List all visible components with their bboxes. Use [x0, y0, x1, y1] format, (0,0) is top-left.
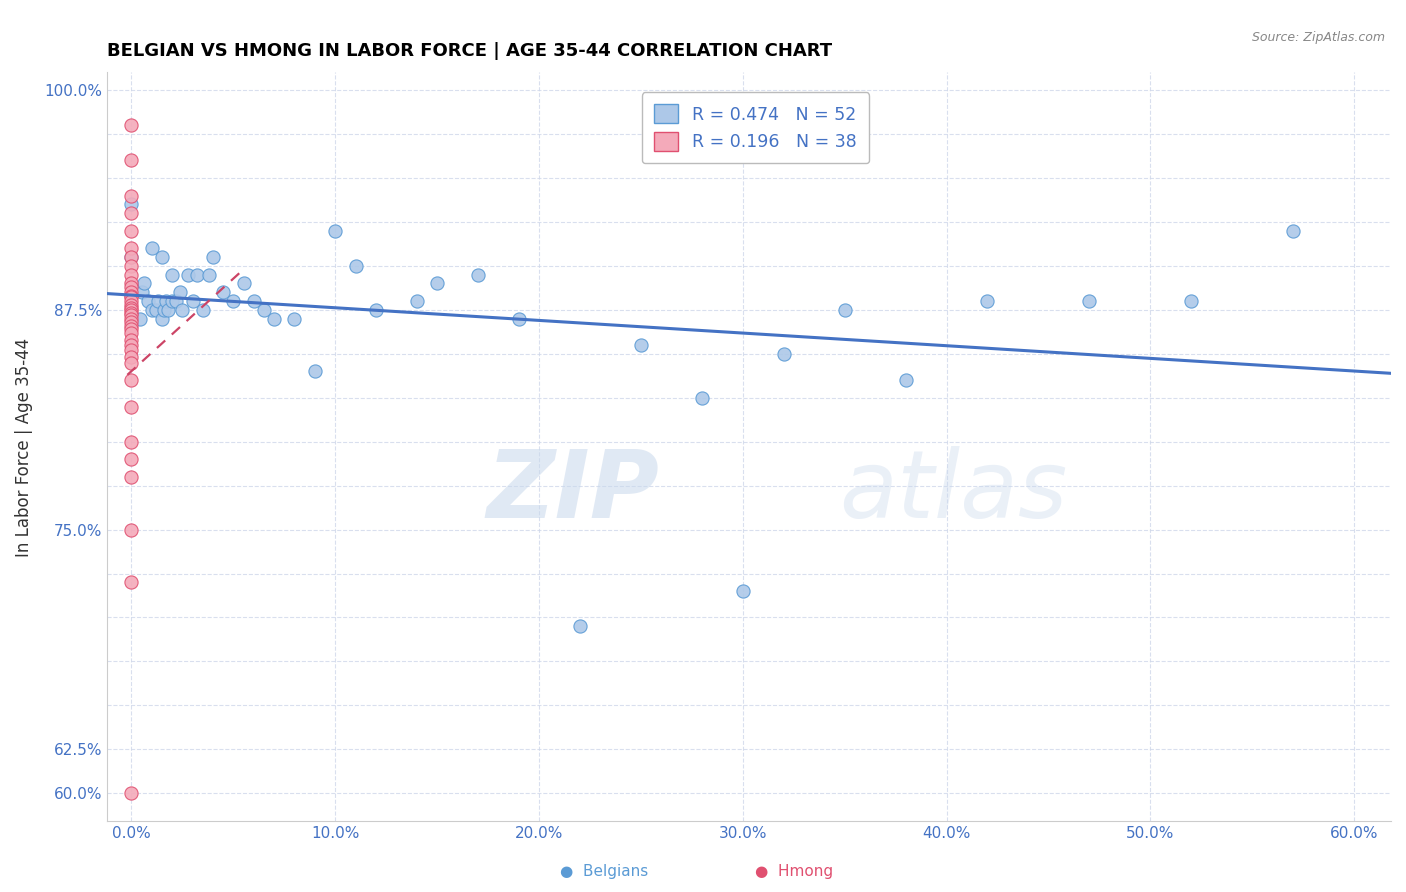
Point	[120, 280, 142, 294]
Text: atlas: atlas	[839, 446, 1067, 537]
Point	[145, 302, 167, 317]
Point	[834, 302, 856, 317]
Point	[120, 197, 142, 211]
Point	[894, 373, 917, 387]
Point	[508, 311, 530, 326]
Point	[120, 250, 142, 264]
Point	[1078, 293, 1101, 308]
Point	[153, 302, 176, 317]
Point	[177, 268, 200, 282]
Point	[120, 301, 142, 315]
Point	[120, 289, 142, 303]
Point	[120, 373, 142, 387]
Point	[120, 434, 142, 449]
Point	[568, 619, 591, 633]
Point	[150, 311, 173, 326]
Point	[263, 311, 285, 326]
Y-axis label: In Labor Force | Age 35-44: In Labor Force | Age 35-44	[15, 337, 32, 557]
Point	[131, 285, 153, 300]
Point	[120, 153, 142, 168]
Point	[120, 351, 142, 365]
Legend: R = 0.474   N = 52, R = 0.196   N = 38: R = 0.474 N = 52, R = 0.196 N = 38	[641, 93, 869, 163]
Point	[120, 326, 142, 340]
Point	[120, 315, 142, 329]
Point	[136, 293, 159, 308]
Point	[323, 224, 346, 238]
Text: Source: ZipAtlas.com: Source: ZipAtlas.com	[1251, 31, 1385, 45]
Point	[1180, 293, 1202, 308]
Point	[186, 268, 208, 282]
Point	[157, 302, 180, 317]
Point	[198, 268, 221, 282]
Text: BELGIAN VS HMONG IN LABOR FORCE | AGE 35-44 CORRELATION CHART: BELGIAN VS HMONG IN LABOR FORCE | AGE 35…	[107, 42, 832, 60]
Point	[253, 302, 276, 317]
Point	[120, 302, 142, 317]
Point	[120, 318, 142, 333]
Point	[232, 277, 254, 291]
Point	[120, 338, 142, 352]
Point	[630, 338, 652, 352]
Point	[150, 250, 173, 264]
Point	[120, 293, 142, 308]
Point	[405, 293, 427, 308]
Point	[120, 470, 142, 484]
Text: ●  Hmong: ● Hmong	[755, 864, 834, 879]
Point	[120, 268, 142, 282]
Point	[467, 268, 489, 282]
Point	[120, 308, 142, 322]
Point	[141, 302, 163, 317]
Point	[120, 188, 142, 202]
Point	[120, 241, 142, 255]
Point	[120, 355, 142, 369]
Point	[201, 250, 224, 264]
Point	[160, 268, 183, 282]
Point	[181, 293, 204, 308]
Point	[120, 291, 142, 305]
Point	[155, 293, 177, 308]
Point	[222, 293, 245, 308]
Point	[120, 259, 142, 273]
Point	[976, 293, 998, 308]
Point	[141, 241, 163, 255]
Text: ZIP: ZIP	[486, 446, 659, 538]
Point	[169, 285, 191, 300]
Point	[690, 391, 713, 405]
Point	[120, 786, 142, 800]
Point	[120, 575, 142, 590]
Point	[191, 302, 214, 317]
Point	[120, 523, 142, 537]
Point	[132, 277, 155, 291]
Text: ●  Belgians: ● Belgians	[561, 864, 648, 879]
Point	[172, 302, 194, 317]
Point	[344, 259, 367, 273]
Point	[120, 333, 142, 347]
Point	[304, 364, 326, 378]
Point	[120, 277, 142, 291]
Point	[120, 322, 142, 336]
Point	[120, 206, 142, 220]
Point	[772, 347, 794, 361]
Point	[120, 224, 142, 238]
Point	[120, 452, 142, 467]
Point	[364, 302, 387, 317]
Point	[120, 285, 142, 300]
Point	[1282, 224, 1305, 238]
Point	[120, 400, 142, 414]
Point	[283, 311, 305, 326]
Point	[120, 306, 142, 320]
Point	[128, 311, 150, 326]
Point	[120, 250, 142, 264]
Point	[120, 311, 142, 326]
Point	[165, 293, 187, 308]
Point	[426, 277, 449, 291]
Point	[120, 297, 142, 311]
Point	[160, 293, 183, 308]
Point	[212, 285, 235, 300]
Point	[120, 118, 142, 132]
Point	[146, 293, 169, 308]
Point	[120, 343, 142, 358]
Point	[242, 293, 264, 308]
Point	[731, 584, 754, 599]
